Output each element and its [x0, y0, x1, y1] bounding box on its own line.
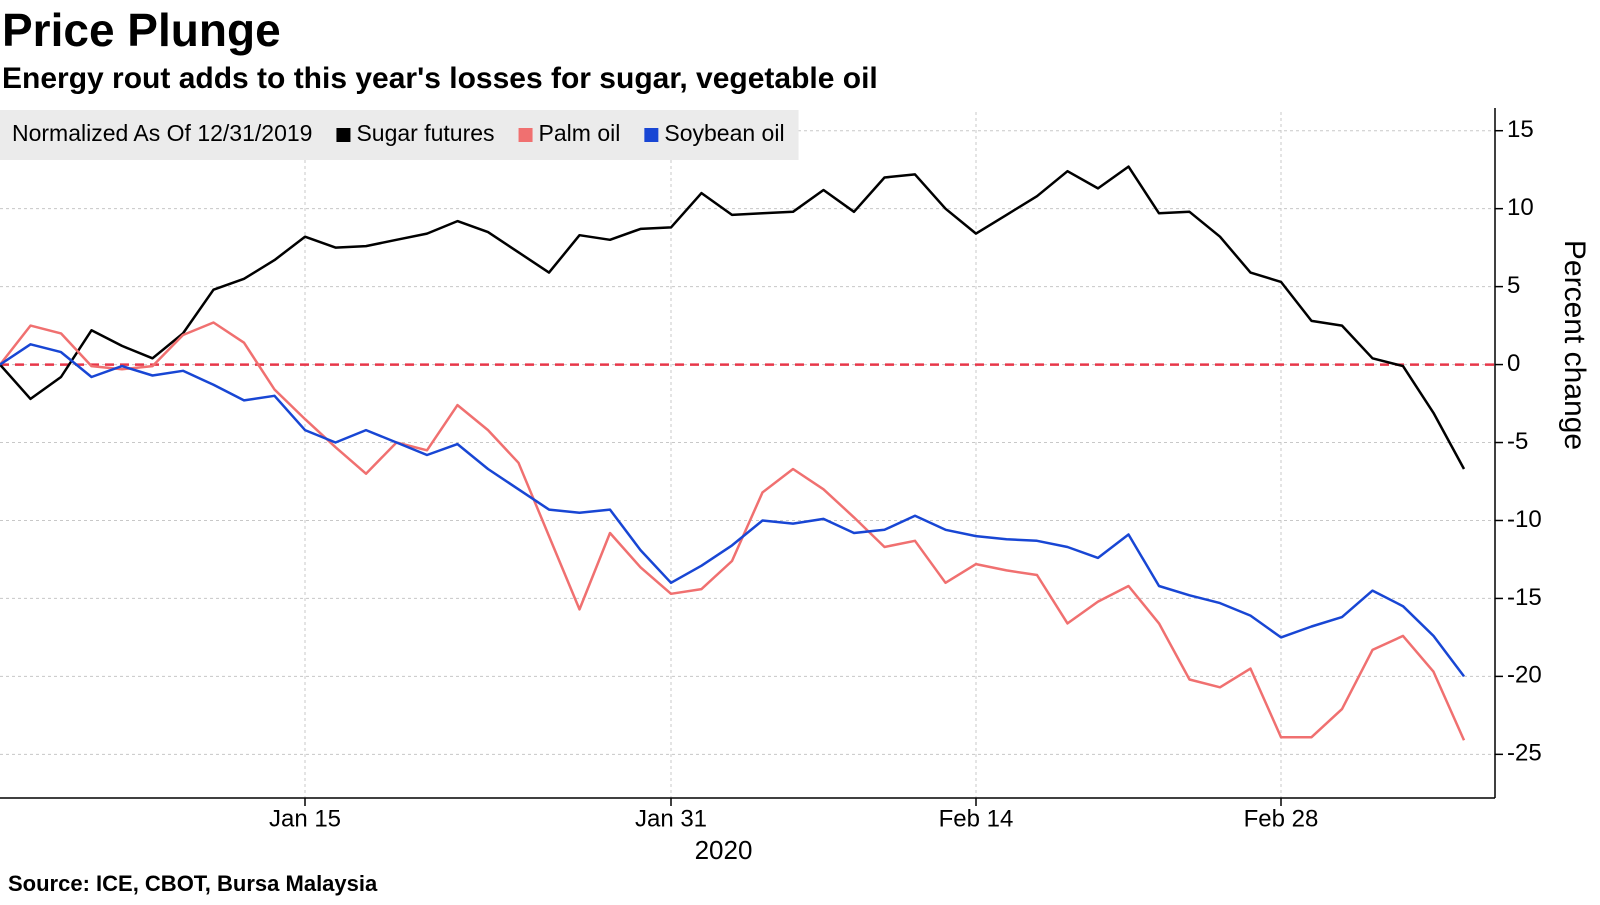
chart-title: Price Plunge	[2, 4, 281, 56]
series-line	[0, 343, 1465, 678]
legend-label: Sugar futures	[356, 120, 494, 146]
y-axis-label: Percent change	[1558, 240, 1591, 450]
y-tick-label: 15	[1507, 116, 1534, 143]
legend-label: Soybean oil	[664, 120, 784, 146]
x-tick-label: Feb 28	[1244, 805, 1319, 832]
series-line	[0, 321, 1466, 741]
legend-background	[0, 110, 799, 160]
x-tick-label: Jan 31	[635, 805, 707, 832]
y-tick-label: 5	[1507, 272, 1520, 299]
y-tick-label: -20	[1507, 662, 1542, 689]
legend-swatch	[644, 128, 659, 142]
y-tick-label: 10	[1507, 194, 1534, 221]
source-note: Source: ICE, CBOT, Bursa Malaysia	[8, 871, 378, 896]
legend-swatch	[518, 128, 533, 142]
legend: Normalized As Of 12/31/2019 Sugar futures…	[0, 110, 799, 160]
y-tick-label: -5	[1507, 428, 1528, 455]
x-tick-label: Jan 15	[269, 805, 341, 832]
x-tick-label: Feb 14	[939, 805, 1014, 832]
chart-subtitle: Energy rout adds to this year's losses f…	[2, 62, 878, 95]
y-tick-label: 0	[1507, 350, 1520, 377]
y-tick-label: -15	[1507, 584, 1542, 611]
legend-label: Palm oil	[539, 120, 621, 146]
x-axis-label: 2020	[695, 835, 753, 865]
series-line	[0, 165, 1466, 470]
legend-title: Normalized As Of 12/31/2019	[12, 120, 312, 146]
y-tick-label: -25	[1507, 740, 1542, 767]
y-tick-label: -10	[1507, 506, 1542, 533]
legend-swatch	[336, 128, 351, 142]
